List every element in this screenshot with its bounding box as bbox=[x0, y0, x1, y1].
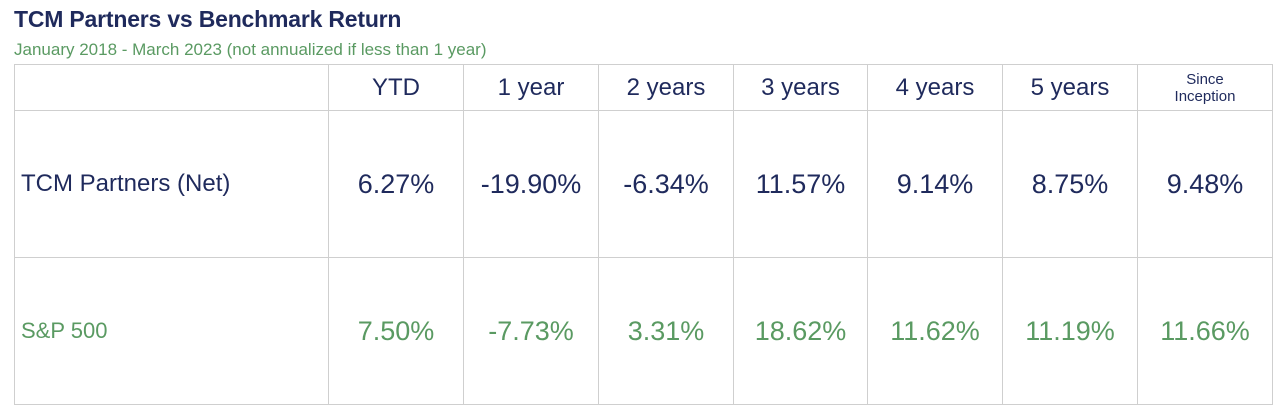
data-cell: 3.31% bbox=[598, 257, 734, 405]
data-cell: 11.66% bbox=[1137, 257, 1273, 405]
data-cell: 8.75% bbox=[1002, 110, 1138, 258]
header-cell: 1 year bbox=[463, 64, 599, 111]
header-cell: 2 years bbox=[598, 64, 734, 111]
data-cell: -6.34% bbox=[598, 110, 734, 258]
header-cell: YTD bbox=[328, 64, 464, 111]
header-cell: 4 years bbox=[867, 64, 1003, 111]
table-row-sp500: S&P 500 7.50% -7.73% 3.31% 18.62% 11.62%… bbox=[14, 257, 1273, 405]
data-cell: 11.57% bbox=[733, 110, 868, 258]
row-label: S&P 500 bbox=[14, 257, 329, 405]
header-since-line1: Since bbox=[1186, 70, 1224, 88]
header-since-line2: Inception bbox=[1174, 87, 1236, 105]
data-cell: 7.50% bbox=[328, 257, 464, 405]
data-cell: 11.62% bbox=[867, 257, 1003, 405]
data-cell: 9.14% bbox=[867, 110, 1003, 258]
header-cell: 3 years bbox=[733, 64, 868, 111]
data-cell: 18.62% bbox=[733, 257, 868, 405]
table-row-tcm-partners: TCM Partners (Net) 6.27% -19.90% -6.34% … bbox=[14, 110, 1273, 258]
header-cell-empty bbox=[14, 64, 329, 111]
performance-table: YTD 1 year 2 years 3 years 4 years 5 yea… bbox=[14, 64, 1273, 405]
row-label: TCM Partners (Net) bbox=[14, 110, 329, 258]
header-cell-since-inception: Since Inception bbox=[1137, 64, 1273, 111]
header-row: YTD 1 year 2 years 3 years 4 years 5 yea… bbox=[14, 64, 1273, 111]
data-cell: 9.48% bbox=[1137, 110, 1273, 258]
data-cell: 6.27% bbox=[328, 110, 464, 258]
data-cell: 11.19% bbox=[1002, 257, 1138, 405]
data-cell: -19.90% bbox=[463, 110, 599, 258]
chart-title: TCM Partners vs Benchmark Return bbox=[14, 6, 402, 32]
chart-subtitle: January 2018 - March 2023 (not annualize… bbox=[14, 40, 487, 59]
header-cell: 5 years bbox=[1002, 64, 1138, 111]
data-cell: -7.73% bbox=[463, 257, 599, 405]
